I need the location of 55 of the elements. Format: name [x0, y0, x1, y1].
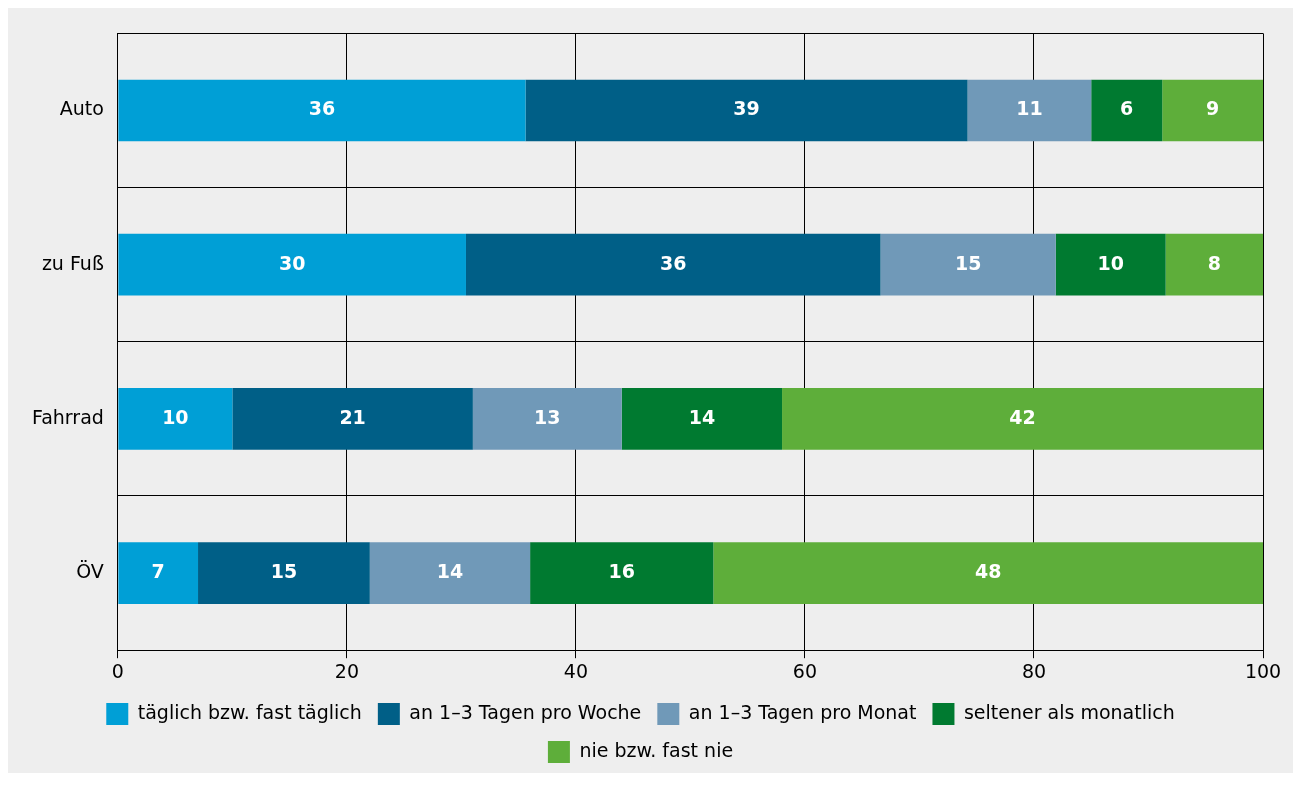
- data-label: 10: [162, 405, 189, 428]
- data-label: 10: [1097, 251, 1124, 274]
- legend-label: an 1–3 Tagen pro Monat: [688, 700, 917, 723]
- data-label: 39: [733, 97, 760, 120]
- data-label: 7: [151, 560, 165, 583]
- data-label: 14: [688, 405, 716, 428]
- data-label: 8: [1207, 251, 1221, 274]
- x-tick-label: 0: [111, 659, 124, 682]
- y-tick-label: Fahrrad: [31, 405, 104, 428]
- data-label: 15: [954, 251, 982, 274]
- x-tick-label: 80: [1021, 659, 1047, 682]
- data-label: 6: [1120, 97, 1134, 120]
- data-label: 48: [974, 560, 1002, 583]
- bar: [118, 388, 233, 450]
- y-tick-label: zu Fuß: [41, 251, 104, 274]
- bar: [198, 542, 370, 604]
- bar: [369, 542, 531, 604]
- bar: [525, 79, 968, 142]
- data-label: 14: [436, 560, 464, 583]
- data-label: 15: [270, 560, 298, 583]
- bar: [472, 388, 622, 450]
- data-label: 30: [278, 251, 306, 274]
- data-label: 21: [339, 405, 366, 428]
- data-label: 16: [608, 560, 635, 583]
- bar: [880, 233, 1056, 296]
- legend-label: an 1–3 Tagen pro Woche: [409, 700, 642, 723]
- x-tick-label: 40: [563, 659, 589, 682]
- legend-label: nie bzw. fast nie: [579, 738, 734, 761]
- x-tick-label: 60: [792, 659, 818, 682]
- legend-label: täglich bzw. fast täglich: [137, 700, 362, 723]
- bar: [118, 79, 526, 142]
- bar: [530, 542, 714, 604]
- bar: [713, 542, 1263, 604]
- data-label: 11: [1016, 97, 1043, 120]
- bar: [118, 542, 199, 604]
- bar: [1055, 233, 1166, 296]
- data-label: 42: [1009, 405, 1036, 428]
- data-label: 9: [1206, 97, 1220, 120]
- legend-label: seltener als monatlich: [963, 700, 1175, 723]
- bar: [621, 388, 783, 450]
- bar: [1165, 233, 1263, 296]
- bar: [1091, 79, 1163, 142]
- data-label: 13: [534, 405, 561, 428]
- y-tick-label: Auto: [59, 97, 104, 120]
- bar: [465, 233, 881, 296]
- data-label: 36: [308, 97, 336, 120]
- y-tick-label: ÖV: [76, 560, 104, 583]
- x-tick-label: 20: [334, 659, 359, 682]
- x-tick-label: 100: [1244, 659, 1282, 682]
- bar: [967, 79, 1092, 142]
- bar: [1162, 79, 1263, 142]
- data-label: 36: [660, 251, 687, 274]
- bar: [232, 388, 473, 450]
- bar: [118, 233, 466, 296]
- bar: [782, 388, 1263, 450]
